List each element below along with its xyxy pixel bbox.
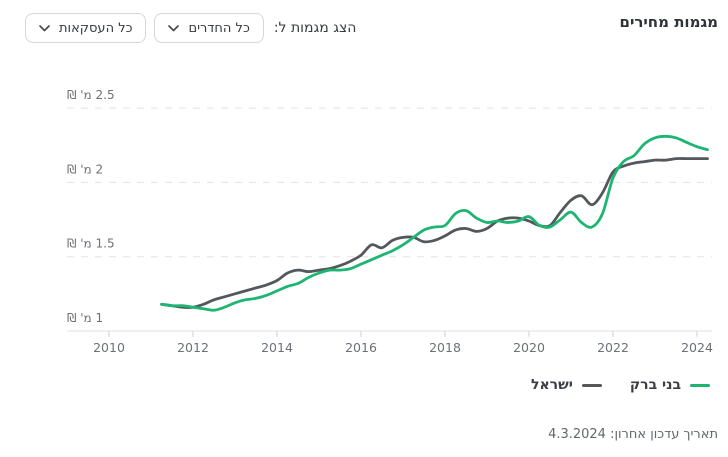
- legend-marker-gray: [581, 383, 602, 387]
- deals-filter-dropdown[interactable]: כל העסקאות: [25, 13, 147, 43]
- legend-marker-green: [690, 383, 710, 387]
- svg-text:2012: 2012: [177, 340, 209, 355]
- svg-text:2016: 2016: [345, 340, 377, 355]
- page-title: מגמות מחירים: [619, 13, 719, 31]
- rooms-filter-value: כל החדרים: [188, 20, 250, 36]
- chevron-down-icon: [39, 24, 50, 32]
- legend-label-bnei-brak: בני ברק: [629, 377, 681, 393]
- header: מגמות מחירים הצג מגמות ל: כל החדרים כל ה…: [0, 0, 728, 43]
- legend-item-israel[interactable]: ישראל: [531, 377, 602, 393]
- trend-filters: הצג מגמות ל: כל החדרים כל העסקאות: [25, 13, 356, 43]
- chevron-down-icon: [168, 24, 180, 32]
- deals-filter-value: כל העסקאות: [59, 20, 133, 36]
- trends-filter-label: הצג מגמות ל:: [273, 20, 357, 36]
- chart-legend: בני ברק ישראל: [531, 377, 710, 393]
- svg-text:1.5 מ' ₪: 1.5 מ' ₪: [67, 237, 115, 251]
- svg-text:2018: 2018: [429, 340, 461, 355]
- svg-text:2.5 מ' ₪: 2.5 מ' ₪: [67, 88, 115, 102]
- svg-text:2024: 2024: [681, 340, 713, 355]
- rooms-filter-dropdown[interactable]: כל החדרים: [154, 13, 264, 43]
- svg-text:2010: 2010: [93, 340, 125, 355]
- svg-text:2022: 2022: [597, 340, 629, 355]
- svg-text:2020: 2020: [513, 340, 545, 355]
- legend-item-bnei-brak[interactable]: בני ברק: [630, 377, 710, 393]
- price-trends-line-chart: 1 מ' ₪ 1.5 מ' ₪ 2 מ' ₪ 2.5 מ' ₪ 2010 2012 2014…: [67, 88, 713, 355]
- svg-text:1 מ' ₪: 1 מ' ₪: [67, 311, 103, 325]
- last-update-text: תאריך עדכון אחרון: 4.3.2024: [548, 427, 718, 442]
- svg-text:2 מ' ₪: 2 מ' ₪: [67, 162, 103, 176]
- legend-label-israel: ישראל: [531, 377, 573, 393]
- svg-text:2014: 2014: [261, 340, 293, 355]
